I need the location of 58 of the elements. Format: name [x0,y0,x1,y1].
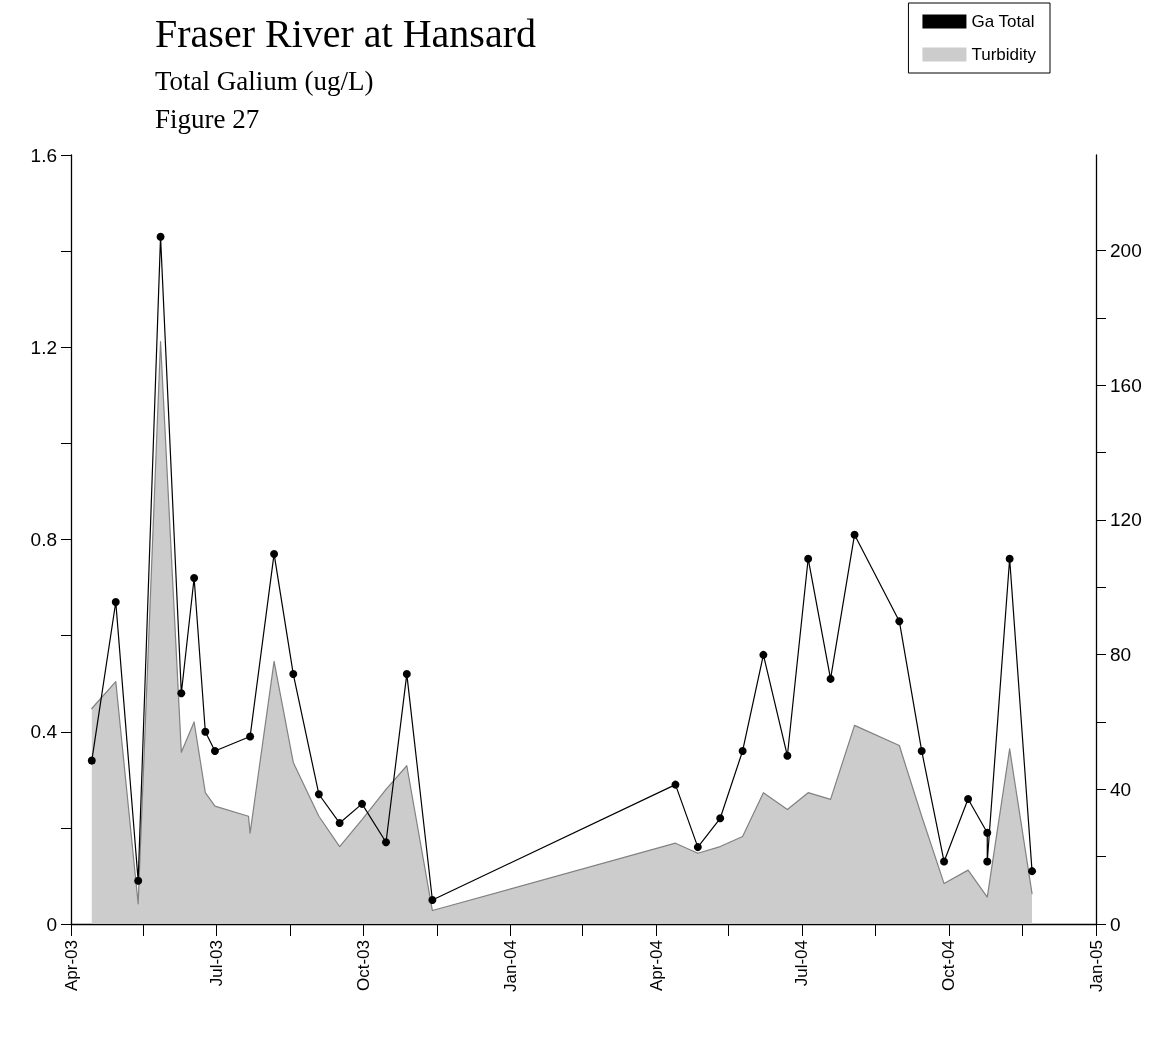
x-tick-label: Oct-03 [354,940,374,992]
point [402,670,411,679]
point [210,746,219,755]
y2-tick-label: 0 [1110,913,1121,935]
point [156,232,165,241]
point [983,857,992,866]
x-tick-label: Jul-03 [207,940,227,987]
y-tick-label: 1.2 [30,336,57,358]
y2-tick-label: 160 [1110,374,1142,396]
caption: Figure 27 [155,103,260,134]
point [716,814,725,823]
y2-tick-label: 200 [1110,240,1142,262]
x-tick-label: Apr-03 [61,940,81,992]
y-tick-label: 0.8 [30,529,57,550]
point [917,746,926,755]
x-tick-label: Jan-04 [501,940,521,992]
point [895,617,904,626]
point [1005,554,1014,563]
y2-tick-label: 80 [1110,644,1132,666]
point [826,674,835,683]
point [270,549,279,558]
legend-label: Ga Total [971,12,1035,31]
legend-label: Turbidity [971,45,1037,64]
point [671,780,680,789]
point [358,799,367,808]
point [190,573,199,582]
point [804,554,813,563]
y2-tick-label: 40 [1110,778,1132,800]
point [177,689,186,698]
point [850,530,859,539]
point [759,650,768,659]
point [246,732,255,741]
point [111,597,120,606]
point [314,790,323,799]
point [134,876,143,885]
x-tick-label: Apr-04 [646,940,666,992]
y-tick-label: 1.6 [30,144,57,166]
point [87,756,96,765]
point [738,746,747,755]
point [382,838,391,847]
point [783,751,792,760]
point [289,670,298,679]
point [1028,867,1037,876]
y2-tick-label: 120 [1110,509,1142,531]
chart-title: Fraser River at Hansard [155,10,536,56]
x-tick-label: Jan-05 [1086,940,1106,992]
point [335,819,344,828]
chart-subtitle: Total Galium (ug/L) [155,65,374,96]
point [428,895,437,904]
x-tick-label: Jul-04 [792,940,812,987]
y-tick-label: 0.4 [30,721,58,743]
point [964,795,973,804]
y-tick-label: 0 [46,913,57,935]
point [940,857,949,866]
point [693,843,702,852]
point [983,828,992,837]
point [201,727,210,736]
x-tick-label: Oct-04 [939,940,959,992]
